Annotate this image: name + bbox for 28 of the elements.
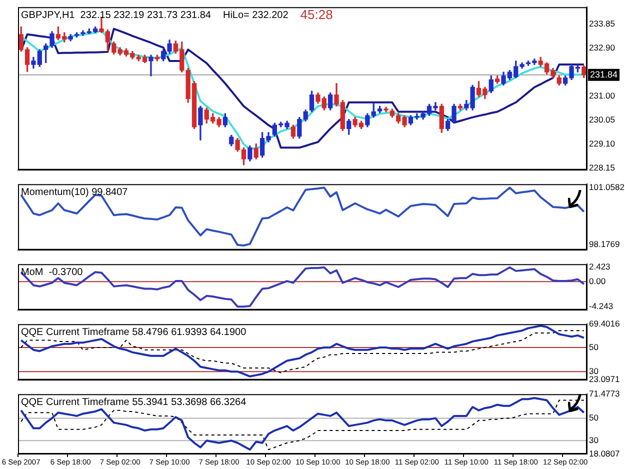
y-tick-label: 2.423 xyxy=(589,262,611,272)
y-tick-label: 232.90 xyxy=(589,42,616,52)
y-tick-label: -4.243 xyxy=(589,301,614,312)
chart-title: MoM -0.3700 xyxy=(21,267,84,278)
chart-title: QQE Current Timeframe 55.3941 53.3698 66.3264 xyxy=(21,397,247,408)
y-tick-label: 231.00 xyxy=(589,90,616,100)
y-tick-label: 50 xyxy=(589,342,599,352)
y-tick-label: 30 xyxy=(589,366,599,376)
y-tick-label: 30 xyxy=(589,434,599,445)
y-tick-label: 69.4016 xyxy=(589,318,620,328)
y-tick-label: 98.1769 xyxy=(589,239,620,250)
y-tick-label: 230.05 xyxy=(589,114,616,124)
y-tick-label: 18.0807 xyxy=(589,448,620,458)
y-tick-label: 50 xyxy=(589,412,599,423)
y-tick-label: 0.00 xyxy=(589,276,606,286)
y-tick-label: 228.15 xyxy=(589,162,616,172)
y-tick-label: 233.85 xyxy=(589,18,616,28)
y-tick-label: 23.0971 xyxy=(589,374,620,384)
y-tick-label: 71.4773 xyxy=(589,388,620,398)
ref-line-label: 231.84 xyxy=(590,69,618,80)
y-tick-label: 101.0582 xyxy=(589,182,625,192)
annotation: 45:28 xyxy=(300,7,333,22)
chart-title: Momentum(10) 99.8407 xyxy=(21,187,128,198)
y-tick-label: 229.10 xyxy=(589,138,616,148)
chart-title: QQE Current Timeframe 58.4796 61.9393 64.1900 xyxy=(21,327,247,338)
chart-title: GBPJPY,H1 232.15 232.19 231.73 231.84 xyxy=(21,10,212,22)
annotation: HiLo= 232.202 xyxy=(222,10,289,22)
candlestick xyxy=(148,54,154,76)
